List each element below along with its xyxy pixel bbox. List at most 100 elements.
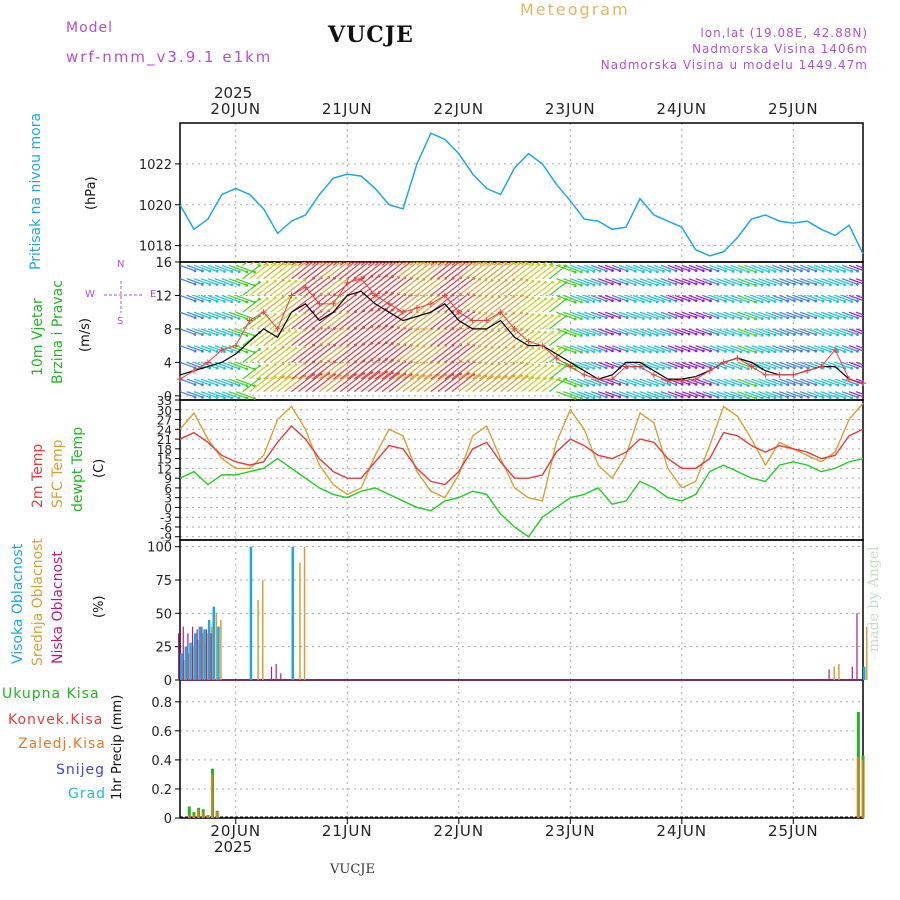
wind-arrow-head: [786, 366, 790, 370]
ytick-label-temperature-1: -6: [160, 521, 172, 535]
wind-arrow-head: [604, 282, 608, 286]
wind-arrow: [577, 378, 594, 386]
wind-arrow-head: [558, 330, 561, 334]
wind-arrow: [758, 278, 776, 286]
wind-arrow-head: [245, 283, 249, 287]
wind-arrow-head: [230, 396, 234, 400]
wind-arrow: [180, 311, 196, 319]
wind-arrow: [535, 264, 553, 280]
wind-arrow-head: [490, 262, 494, 265]
wind-arrow: [458, 262, 465, 266]
wind-arrow-head: [403, 262, 406, 263]
wind-arrow-head: [779, 283, 783, 286]
wind-arrow: [716, 361, 734, 369]
wind-arrow-head: [303, 262, 307, 265]
wind-arrow-head: [850, 396, 854, 400]
ytick-label-temperature-6: 9: [164, 472, 172, 486]
wind-arrow: [186, 345, 203, 352]
wind-gust-point: [302, 284, 309, 291]
wind-arrow-head: [828, 333, 832, 337]
wind-arrow-head: [861, 366, 863, 369]
wind-arrow-head: [544, 330, 547, 334]
wind-arrow-head: [724, 269, 727, 273]
wind-arrow-head: [641, 317, 645, 320]
wind-arrow-head: [856, 333, 859, 336]
wind-arrow: [660, 264, 677, 272]
wind-arrow-head: [760, 317, 764, 321]
wind-arrow-head: [303, 361, 307, 365]
precip-frozen-bar: [206, 815, 209, 818]
wind-arrow-head: [850, 383, 854, 387]
cloud-mid-bar: [215, 613, 218, 680]
wind-arrow-head: [694, 315, 698, 319]
wind-arrow-head: [779, 383, 783, 387]
wind-arrow: [556, 294, 576, 303]
precip-frozen-bar: [211, 774, 214, 818]
wind-arrow-head: [875, 269, 878, 272]
wind-arrow-head: [850, 283, 854, 287]
wind-arrow-head: [793, 316, 796, 320]
wind-arrow: [611, 345, 628, 352]
wind-arrow: [688, 345, 704, 352]
wind-arrow-head: [208, 366, 212, 370]
wind-arrow-head: [701, 269, 705, 273]
wind-arrow-head: [282, 249, 285, 252]
wind-arrow: [841, 378, 858, 386]
wind-arrow: [423, 294, 447, 313]
wind-speed-line: [179, 290, 864, 384]
wind-arrow: [709, 311, 726, 319]
wind-arrow: [660, 278, 677, 285]
wind-arrow: [848, 345, 863, 352]
wind-arrow: [298, 360, 322, 380]
wind-arrow: [625, 311, 644, 320]
wind-arrow: [848, 278, 863, 285]
wind-arrow: [702, 311, 719, 319]
precip-legend-hail: Grad: [68, 786, 107, 802]
wind-arrow: [381, 373, 406, 393]
ytick-label-precip-1: 0.2: [151, 783, 172, 798]
wind-arrow-head: [266, 250, 269, 253]
wind-arrow-head: [551, 280, 554, 284]
wind-arrow-head: [836, 333, 840, 337]
wind-arrow: [395, 361, 418, 380]
wind-arrow-head: [312, 247, 315, 250]
precip-legend-conv: Konvek.Kisa: [8, 712, 104, 728]
wind-arrow-head: [586, 283, 589, 287]
wind-arrow: [590, 264, 607, 272]
wind-arrow: [604, 278, 620, 285]
wind-arrow: [221, 328, 240, 336]
wind-arrow: [423, 262, 430, 266]
cloud-high-bar: [184, 646, 188, 680]
wind-arrow: [590, 391, 607, 398]
wind-arrow: [542, 262, 548, 266]
wind-arrow: [528, 331, 546, 347]
wind-arrow-head: [662, 269, 665, 273]
wind-arrow-head: [793, 332, 796, 336]
wind-arrow: [249, 314, 268, 330]
wind-arrow-head: [303, 311, 307, 315]
wind-arrow: [451, 311, 475, 330]
wind-arrow-head: [674, 299, 678, 303]
wind-arrow: [779, 311, 795, 319]
ytick-label-precip-0: 0: [164, 812, 172, 827]
wind-arrow-head: [484, 361, 488, 365]
wind-arrow: [500, 262, 522, 280]
wind-arrow-head: [484, 295, 488, 298]
wind-arrow: [702, 378, 719, 386]
wind-arrow: [221, 278, 240, 286]
wind-arrow: [779, 391, 795, 398]
wind-arrow-head: [760, 384, 764, 387]
wind-arrow-head: [544, 314, 547, 318]
wind-arrow: [744, 328, 763, 336]
wind-arrow-head: [662, 283, 665, 287]
wind-gust-point: [497, 309, 504, 316]
wind-arrow: [549, 298, 567, 313]
wind-gust-point: [330, 300, 337, 307]
wind-arrow: [228, 361, 248, 370]
cloud-mid-bar: [838, 664, 840, 680]
wind-arrow-head: [618, 332, 622, 336]
wind-arrow-head: [716, 299, 720, 303]
wind-arrow: [312, 262, 335, 280]
day-label-bottom-4: 24JUN: [656, 822, 707, 840]
wind-arrow: [535, 348, 553, 363]
